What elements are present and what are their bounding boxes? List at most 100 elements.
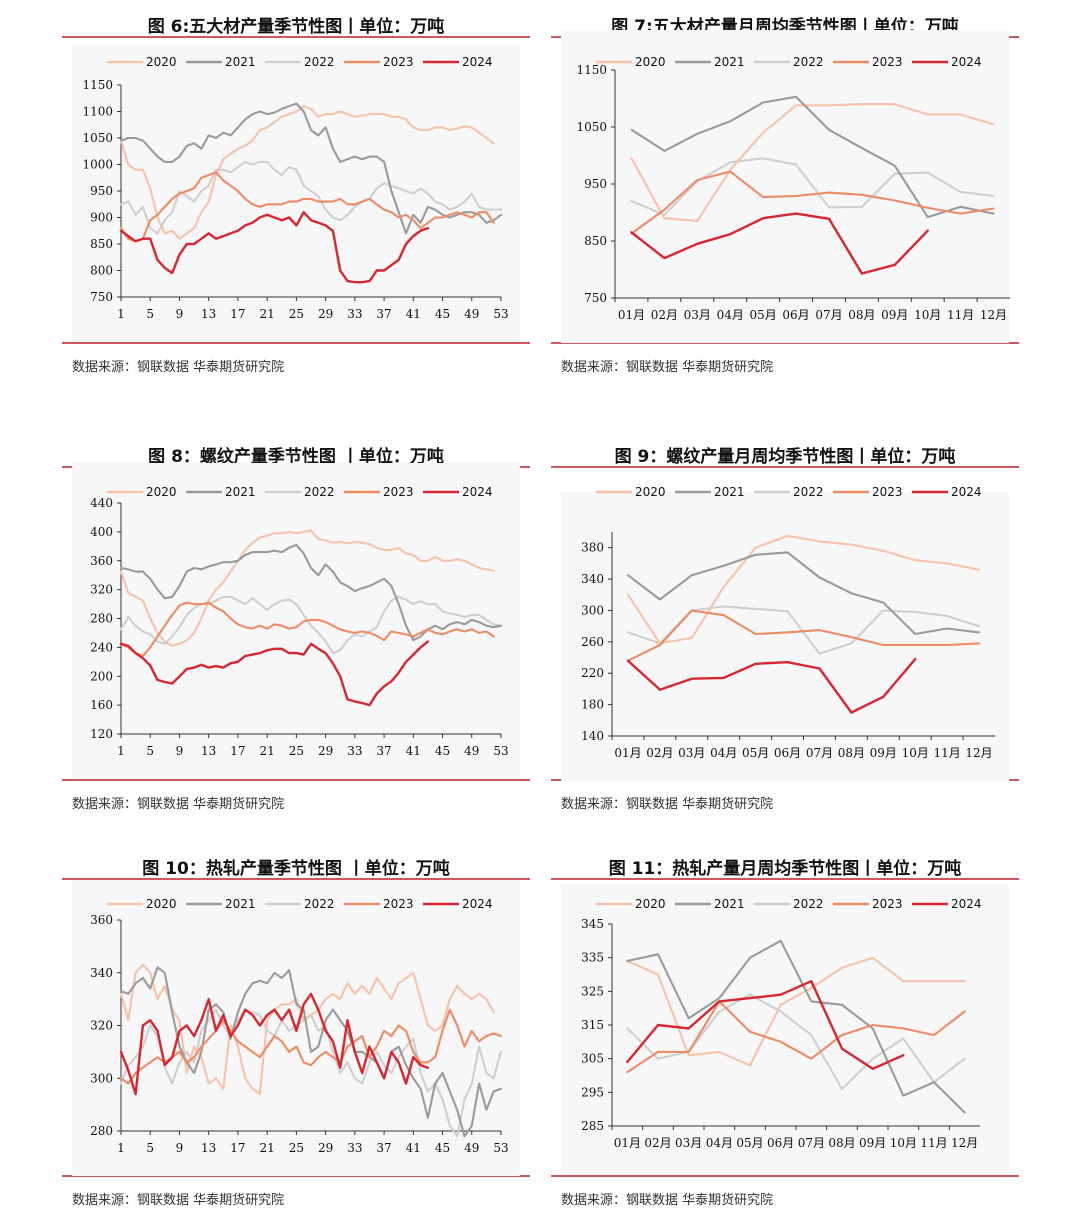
x-tick-label: 10月 (890, 1136, 917, 1150)
x-tick-label: 21 (260, 1141, 275, 1155)
y-tick-label: 440 (90, 496, 113, 510)
plot-background (72, 45, 520, 342)
legend-label: 2023 (872, 485, 903, 499)
legend-label: 2021 (225, 485, 256, 499)
x-tick-label: 05月 (749, 308, 776, 322)
y-tick-label: 800 (90, 264, 113, 278)
series-line-2024 (630, 212, 929, 275)
x-tick-label: 05月 (736, 1136, 763, 1150)
y-tick-label: 140 (581, 729, 604, 743)
series-line-2022 (119, 160, 503, 235)
x-tick-label: 09月 (881, 308, 908, 322)
plot-background (72, 463, 520, 779)
x-tick-label: 5 (146, 307, 154, 321)
x-tick-label: 06月 (774, 746, 801, 760)
x-tick-label: 53 (493, 1141, 508, 1155)
x-tick-label: 13 (201, 744, 216, 758)
x-tick-label: 07月 (806, 746, 833, 760)
x-tick-label: 05月 (742, 746, 769, 760)
legend-label: 2022 (793, 897, 824, 911)
x-tick-label: 49 (464, 1141, 479, 1155)
y-tick-label: 240 (90, 640, 113, 654)
series-line-2020 (119, 963, 495, 1096)
x-tick-label: 10月 (902, 746, 929, 760)
x-tick-label: 12月 (951, 1136, 978, 1150)
y-tick-label: 315 (581, 1018, 604, 1032)
x-tick-label: 06月 (767, 1136, 794, 1150)
y-tick-label: 380 (581, 541, 604, 555)
x-tick-label: 01月 (614, 746, 641, 760)
series-line-2023 (119, 1008, 503, 1085)
source-note: 数据来源：钢联数据 华泰期货研究院 (561, 1193, 774, 1208)
y-tick-label: 850 (90, 237, 113, 251)
chart-panel-3: 图 8：螺纹产量季节性图 丨单位：万吨 数据来源：钢联数据 华泰期货研究院 (62, 442, 530, 824)
x-tick-label: 5 (146, 744, 154, 758)
x-tick-label: 07月 (798, 1136, 825, 1150)
chart-title: 图 9：螺纹产量月周均季节性图丨单位：万吨 (614, 447, 956, 467)
x-tick-label: 04月 (717, 308, 744, 322)
x-tick-label: 33 (347, 307, 362, 321)
y-tick-label: 1150 (576, 63, 607, 77)
y-tick-label: 305 (581, 1052, 604, 1066)
x-tick-label: 45 (435, 307, 450, 321)
legend-label: 2022 (793, 485, 824, 499)
series-line-2020 (626, 956, 966, 1067)
series-line-2020 (119, 105, 495, 240)
y-tick-label: 160 (90, 698, 113, 712)
title-rule (551, 878, 1019, 880)
x-tick-label: 41 (406, 744, 421, 758)
x-tick-label: 08月 (838, 746, 865, 760)
x-tick-label: 03月 (684, 308, 711, 322)
x-tick-label: 04月 (706, 1136, 733, 1150)
series-line-2022 (630, 157, 995, 216)
x-tick-label: 08月 (828, 1136, 855, 1150)
legend-label: 2024 (462, 55, 493, 69)
series-line-2024 (119, 640, 430, 707)
y-tick-label: 1000 (82, 158, 113, 172)
x-tick-label: 37 (376, 744, 391, 758)
x-tick-label: 37 (376, 1141, 391, 1155)
y-tick-label: 220 (581, 666, 604, 680)
y-tick-label: 280 (90, 612, 113, 626)
source-note: 数据来源：钢联数据 华泰期货研究院 (561, 360, 774, 375)
x-tick-label: 07月 (815, 308, 842, 322)
x-tick-label: 09月 (870, 746, 897, 760)
series-line-2023 (630, 170, 995, 235)
x-tick-label: 02月 (644, 1136, 671, 1150)
x-tick-label: 1 (117, 1141, 125, 1155)
chart-panel-6: 图 11：热轧产量月周均季节性图丨单位：万吨 数据来源：钢联数据 华泰期货研究院 (551, 854, 1019, 1220)
series-line-2023 (626, 609, 981, 662)
x-tick-label: 02月 (651, 308, 678, 322)
x-tick-label: 29 (318, 1141, 333, 1155)
source-note: 数据来源：钢联数据 华泰期货研究院 (72, 360, 285, 375)
y-tick-label: 360 (90, 913, 113, 927)
legend-label: 2022 (793, 55, 824, 69)
y-tick-label: 200 (90, 669, 113, 683)
x-tick-label: 45 (435, 744, 450, 758)
x-tick-label: 06月 (782, 308, 809, 322)
legend-label: 2022 (304, 55, 335, 69)
footer-rule (62, 779, 530, 781)
x-tick-label: 1 (117, 307, 125, 321)
series-line-2020 (630, 103, 995, 223)
x-tick-label: 12月 (965, 746, 992, 760)
legend-label: 2020 (146, 897, 177, 911)
chart-panel-1: 图 6:五大材产量季节性图丨单位：万吨 数据来源：钢联数据 华泰期货研究院 (62, 12, 530, 387)
series-line-2021 (626, 551, 981, 636)
y-tick-label: 335 (581, 951, 604, 965)
legend-label: 2020 (146, 485, 177, 499)
series-line-2024 (119, 992, 430, 1096)
source-note: 数据来源：钢联数据 华泰期货研究院 (72, 797, 285, 812)
x-tick-label: 49 (464, 744, 479, 758)
x-tick-label: 29 (318, 307, 333, 321)
legend-label: 2023 (383, 897, 414, 911)
y-tick-label: 360 (90, 554, 113, 568)
source-note: 数据来源：钢联数据 华泰期货研究院 (561, 797, 774, 812)
series-line-2024 (626, 980, 905, 1070)
x-tick-label: 25 (289, 307, 304, 321)
